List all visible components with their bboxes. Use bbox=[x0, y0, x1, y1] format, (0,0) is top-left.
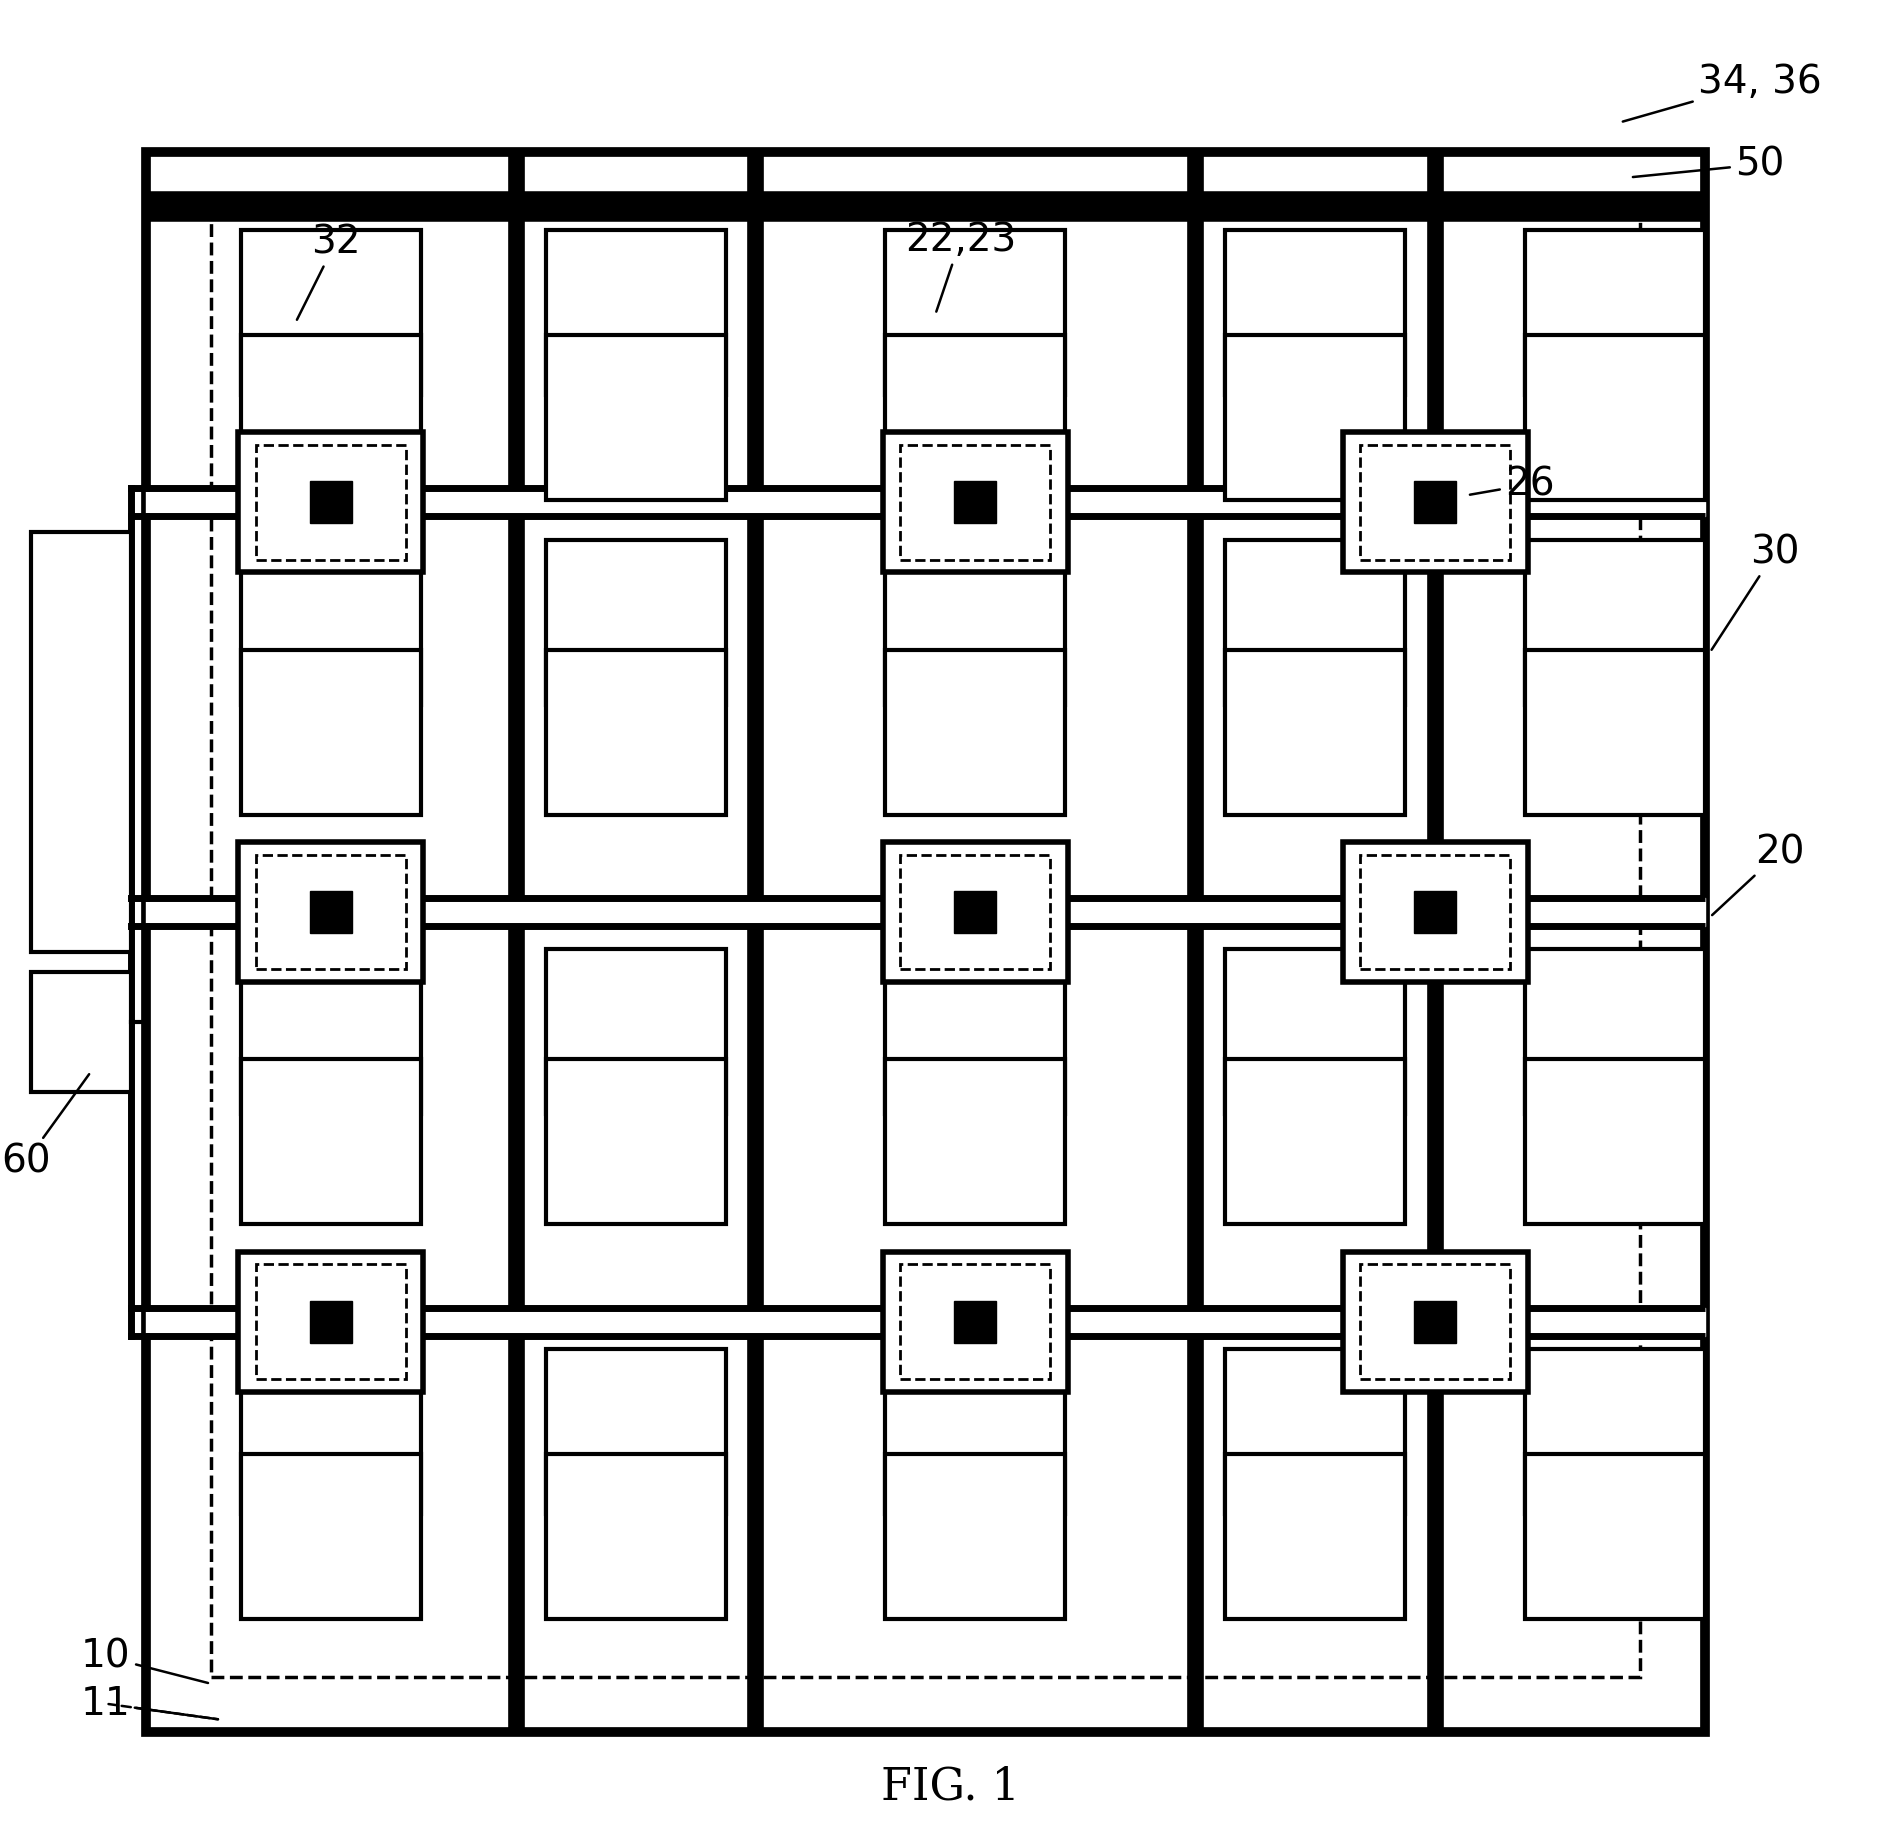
Bar bbox=[1226, 949, 1405, 1114]
Bar bbox=[257, 1264, 405, 1379]
Bar bbox=[1226, 1059, 1405, 1224]
Bar bbox=[238, 432, 424, 572]
Bar bbox=[1525, 1059, 1705, 1224]
Text: 30: 30 bbox=[1711, 533, 1800, 650]
Bar bbox=[238, 1251, 424, 1392]
Bar bbox=[1525, 949, 1705, 1114]
Text: 20: 20 bbox=[1713, 834, 1804, 916]
Bar bbox=[882, 1251, 1068, 1392]
Bar bbox=[546, 229, 726, 394]
Bar bbox=[546, 1455, 726, 1619]
Bar bbox=[901, 445, 1051, 559]
Bar bbox=[241, 229, 420, 394]
Bar bbox=[30, 973, 131, 1092]
Bar bbox=[882, 432, 1068, 572]
Bar bbox=[546, 949, 726, 1114]
Bar bbox=[238, 843, 424, 982]
Bar bbox=[241, 1455, 420, 1619]
Bar bbox=[1226, 650, 1405, 815]
Bar bbox=[886, 1059, 1065, 1224]
Bar bbox=[1226, 1455, 1405, 1619]
Bar bbox=[954, 890, 996, 932]
Bar bbox=[30, 531, 131, 953]
Bar bbox=[886, 540, 1065, 705]
Bar bbox=[310, 482, 352, 524]
Bar bbox=[546, 650, 726, 815]
Text: 22,23: 22,23 bbox=[905, 222, 1015, 311]
Bar bbox=[1414, 1301, 1456, 1343]
Bar bbox=[886, 650, 1065, 815]
Bar bbox=[146, 152, 1705, 1731]
Bar bbox=[1525, 1350, 1705, 1515]
Bar bbox=[1414, 890, 1456, 932]
Bar bbox=[546, 335, 726, 500]
Bar bbox=[241, 540, 420, 705]
Bar bbox=[1361, 854, 1509, 969]
Bar bbox=[1226, 335, 1405, 500]
Bar bbox=[1414, 482, 1456, 524]
Text: FIG. 1: FIG. 1 bbox=[880, 1764, 1019, 1808]
Bar bbox=[1342, 432, 1528, 572]
Bar bbox=[886, 1455, 1065, 1619]
Bar bbox=[241, 1350, 420, 1515]
Text: 60: 60 bbox=[2, 1074, 89, 1182]
Bar bbox=[954, 1301, 996, 1343]
Bar bbox=[1361, 445, 1509, 559]
Bar bbox=[1342, 1251, 1528, 1392]
Bar bbox=[886, 949, 1065, 1114]
Bar bbox=[1226, 540, 1405, 705]
Bar bbox=[886, 1350, 1065, 1515]
Bar bbox=[257, 445, 405, 559]
Bar bbox=[310, 890, 352, 932]
Bar bbox=[901, 854, 1051, 969]
Bar bbox=[1525, 335, 1705, 500]
Bar bbox=[1226, 229, 1405, 394]
Bar bbox=[241, 949, 420, 1114]
Text: 10: 10 bbox=[82, 1638, 207, 1684]
Bar bbox=[1361, 1264, 1509, 1379]
Bar bbox=[1342, 843, 1528, 982]
Bar bbox=[241, 650, 420, 815]
Bar bbox=[1525, 540, 1705, 705]
Bar bbox=[886, 335, 1065, 500]
Text: 11: 11 bbox=[82, 1685, 219, 1722]
Bar bbox=[901, 1264, 1051, 1379]
Bar bbox=[882, 843, 1068, 982]
Bar bbox=[241, 1059, 420, 1224]
Bar bbox=[241, 335, 420, 500]
Bar bbox=[1525, 650, 1705, 815]
Bar bbox=[954, 482, 996, 524]
Bar bbox=[1525, 1455, 1705, 1619]
Bar bbox=[310, 1301, 352, 1343]
Bar bbox=[1525, 229, 1705, 394]
Text: 32: 32 bbox=[297, 224, 361, 321]
Bar bbox=[546, 1350, 726, 1515]
Bar bbox=[546, 1059, 726, 1224]
Bar bbox=[1226, 1350, 1405, 1515]
Text: 26: 26 bbox=[1469, 465, 1555, 504]
Bar bbox=[886, 229, 1065, 394]
Text: 34, 36: 34, 36 bbox=[1623, 64, 1821, 121]
Bar bbox=[546, 540, 726, 705]
Text: 50: 50 bbox=[1633, 145, 1785, 183]
Bar bbox=[257, 854, 405, 969]
Bar bbox=[211, 218, 1641, 1676]
